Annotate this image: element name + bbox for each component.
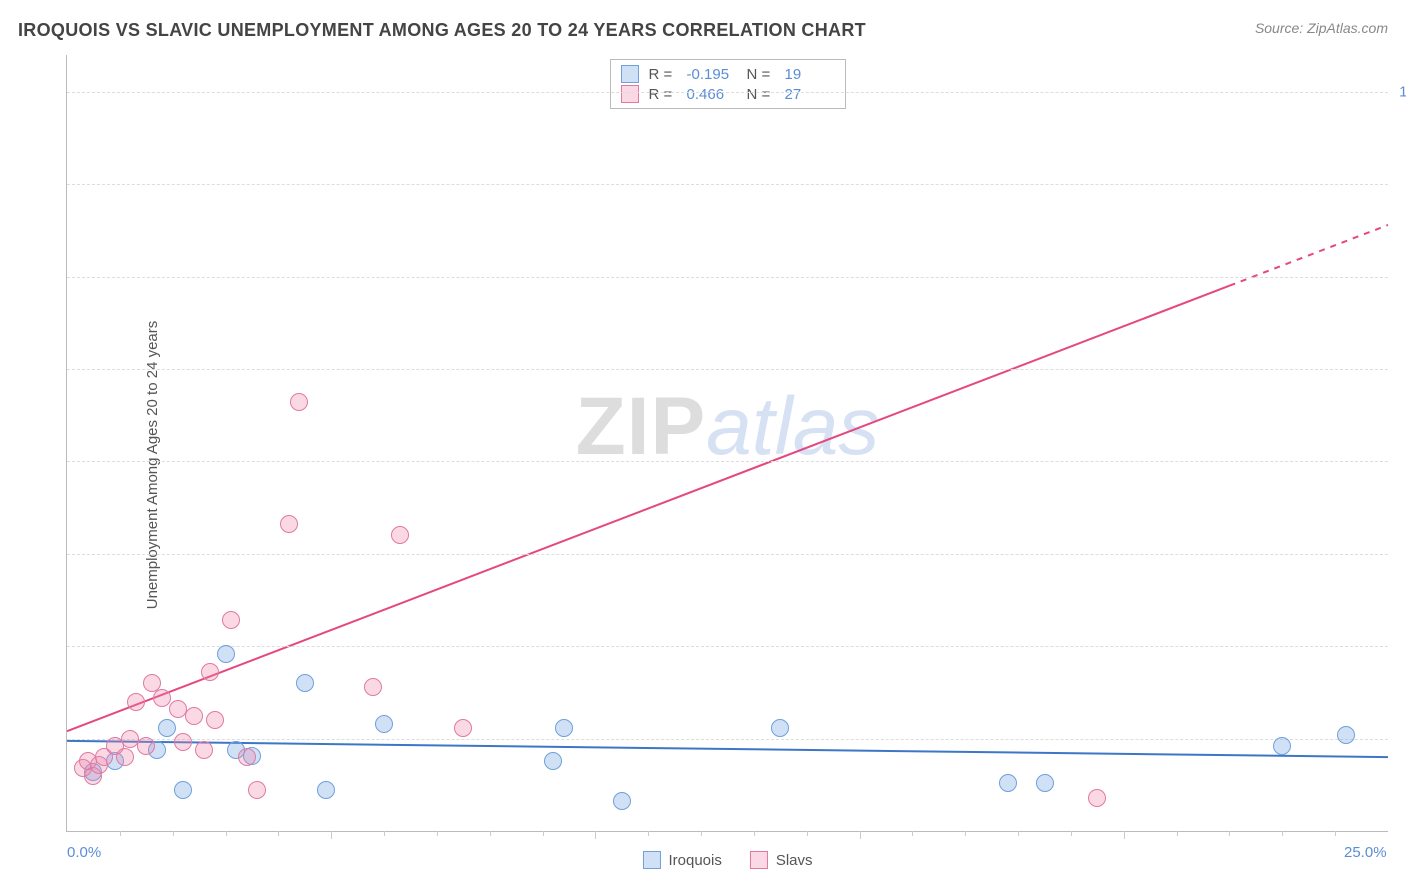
legend-correlation: R = -0.195 N = 19 R = 0.466 N = 27 (610, 59, 846, 109)
legend-swatch (621, 85, 639, 103)
chart-container: Unemployment Among Ages 20 to 24 years Z… (18, 55, 1388, 874)
grid-line-h (67, 184, 1388, 185)
header: IROQUOIS VS SLAVIC UNEMPLOYMENT AMONG AG… (18, 20, 1388, 41)
data-point (555, 719, 573, 737)
legend-item: Iroquois (642, 851, 721, 869)
data-point (222, 611, 240, 629)
legend-r-value: 0.466 (687, 86, 737, 103)
grid-line-v-minor (965, 831, 966, 836)
trend-line (67, 741, 1388, 757)
grid-line-h (67, 554, 1388, 555)
legend-r-value: -0.195 (687, 66, 737, 83)
grid-line-v-minor (278, 831, 279, 836)
grid-line-v-minor (226, 831, 227, 836)
chart-title: IROQUOIS VS SLAVIC UNEMPLOYMENT AMONG AG… (18, 20, 866, 41)
grid-line-v-minor (648, 831, 649, 836)
grid-line-v-minor (807, 831, 808, 836)
data-point (296, 674, 314, 692)
grid-line-v-minor (701, 831, 702, 836)
grid-line-v-minor (754, 831, 755, 836)
data-point (206, 711, 224, 729)
legend-r-label: R = (649, 86, 677, 103)
data-point (238, 748, 256, 766)
data-point (185, 707, 203, 725)
grid-line-v-minor (120, 831, 121, 836)
data-point (1273, 737, 1291, 755)
grid-line-v (1124, 831, 1125, 839)
legend-n-label: N = (747, 66, 775, 83)
data-point (201, 663, 219, 681)
grid-line-v-minor (1229, 831, 1230, 836)
grid-line-v (595, 831, 596, 839)
data-point (174, 781, 192, 799)
grid-line-v-minor (1177, 831, 1178, 836)
data-point (771, 719, 789, 737)
legend-r-label: R = (649, 66, 677, 83)
data-point (195, 741, 213, 759)
legend-swatch (621, 65, 639, 83)
data-point (153, 689, 171, 707)
grid-line-h (67, 461, 1388, 462)
legend-row: R = 0.466 N = 27 (621, 84, 835, 104)
data-point (217, 645, 235, 663)
data-point (613, 792, 631, 810)
data-point (1036, 774, 1054, 792)
grid-line-v-minor (1335, 831, 1336, 836)
legend-series: Iroquois Slavs (642, 851, 812, 869)
scatter-plot: ZIPatlas R =-0.195N =19R =0.466N =27 Iro… (66, 55, 1388, 832)
grid-line-h (67, 646, 1388, 647)
data-point (290, 393, 308, 411)
data-point (544, 752, 562, 770)
legend-swatch (750, 851, 768, 869)
data-point (391, 526, 409, 544)
grid-line-v-minor (1282, 831, 1283, 836)
data-point (248, 781, 266, 799)
data-point (280, 515, 298, 533)
grid-line-h (67, 92, 1388, 93)
data-point (1088, 789, 1106, 807)
data-point (116, 748, 134, 766)
y-tick-label: 100.0% (1399, 83, 1406, 100)
legend-row: R = -0.195 N = 19 (621, 64, 835, 84)
trend-lines-layer (67, 55, 1388, 831)
data-point (454, 719, 472, 737)
data-point (137, 737, 155, 755)
legend-n-label: N = (747, 86, 775, 103)
legend-swatch (642, 851, 660, 869)
source-attribution: Source: ZipAtlas.com (1255, 20, 1388, 36)
grid-line-v-minor (490, 831, 491, 836)
legend-label: Iroquois (668, 852, 721, 869)
x-tick-label: 0.0% (67, 844, 101, 861)
grid-line-v-minor (173, 831, 174, 836)
data-point (317, 781, 335, 799)
grid-line-v (331, 831, 332, 839)
data-point (364, 678, 382, 696)
grid-line-v-minor (1018, 831, 1019, 836)
grid-line-v-minor (543, 831, 544, 836)
grid-line-v-minor (912, 831, 913, 836)
legend-item: Slavs (750, 851, 813, 869)
grid-line-v (860, 831, 861, 839)
data-point (1337, 726, 1355, 744)
grid-line-v-minor (1071, 831, 1072, 836)
data-point (174, 733, 192, 751)
legend-n-value: 27 (785, 86, 835, 103)
grid-line-h (67, 369, 1388, 370)
data-point (158, 719, 176, 737)
grid-line-h (67, 739, 1388, 740)
data-point (999, 774, 1017, 792)
legend-n-value: 19 (785, 66, 835, 83)
grid-line-h (67, 277, 1388, 278)
grid-line-v-minor (384, 831, 385, 836)
x-tick-label: 25.0% (1344, 844, 1387, 861)
data-point (375, 715, 393, 733)
grid-line-v-minor (437, 831, 438, 836)
legend-label: Slavs (776, 852, 813, 869)
data-point (127, 693, 145, 711)
trend-line (67, 286, 1229, 731)
